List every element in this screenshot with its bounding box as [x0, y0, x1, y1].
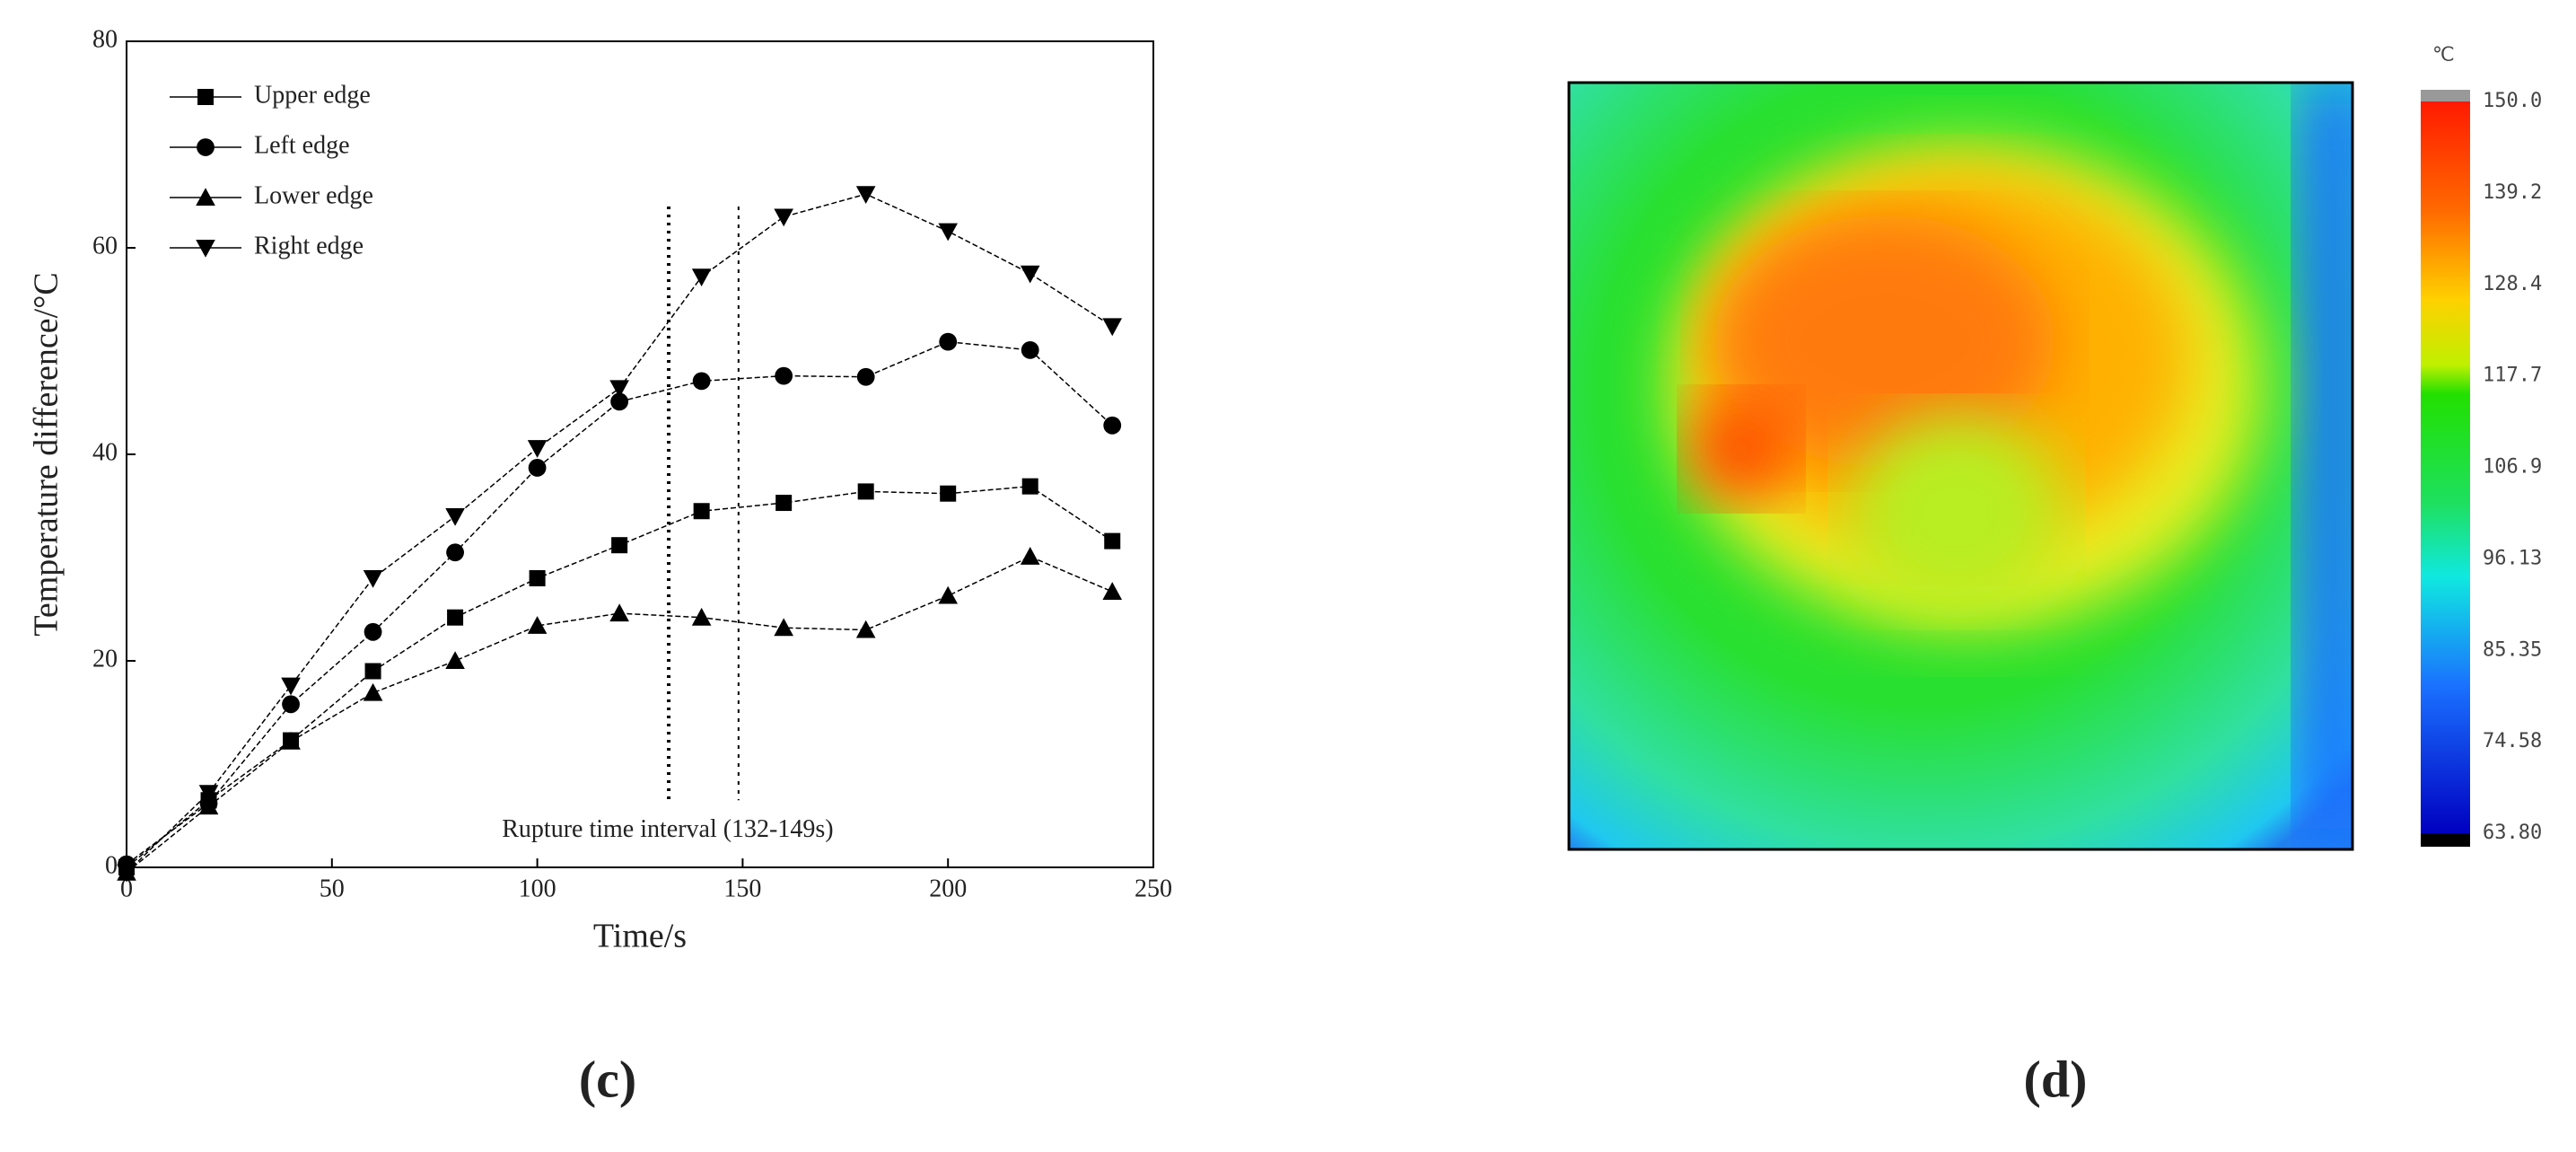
marker [445, 508, 465, 526]
marker [855, 186, 876, 204]
series-line [126, 193, 1113, 874]
legend-label: Lower edge [254, 181, 373, 209]
marker [1102, 582, 1123, 600]
marker [198, 785, 219, 803]
marker [198, 796, 219, 815]
marker [364, 622, 382, 641]
legend-marker [197, 138, 215, 156]
marker [363, 570, 383, 588]
x-tick-label: 150 [723, 875, 761, 902]
colorbar [2421, 101, 2470, 833]
series-line [126, 340, 1113, 866]
marker [529, 570, 546, 586]
marker [775, 366, 793, 385]
legend-marker [197, 89, 214, 105]
marker [774, 618, 793, 637]
marker [693, 503, 710, 520]
marker [692, 372, 711, 391]
y-tick-label: 80 [92, 25, 118, 53]
legend-label: Right edge [254, 232, 364, 259]
legend-label: Left edge [254, 131, 350, 159]
marker [282, 695, 300, 714]
marker [856, 367, 875, 386]
marker [363, 682, 383, 701]
marker [611, 537, 628, 554]
marker [281, 677, 301, 696]
legend-marker [196, 240, 215, 258]
x-axis-title: Time/s [593, 918, 687, 955]
marker [1021, 340, 1039, 359]
marker [609, 380, 629, 399]
x-tick-label: 250 [1135, 875, 1172, 902]
marker [527, 440, 548, 458]
marker [528, 459, 547, 477]
x-tick-label: 0 [120, 875, 133, 902]
marker [445, 651, 465, 669]
marker [1102, 318, 1123, 337]
marker [855, 620, 876, 638]
marker [609, 603, 629, 622]
marker [1103, 416, 1122, 435]
y-tick-label: 40 [92, 438, 118, 466]
thermal-image [1569, 83, 2353, 849]
colorbar-tick-label: 139.2 [2483, 181, 2542, 204]
marker [447, 609, 464, 626]
marker [939, 332, 958, 351]
marker [1021, 478, 1038, 495]
panel-label: (c) [579, 1050, 636, 1108]
colorbar-tick-label: 106.9 [2483, 456, 2542, 479]
y-tick-label: 60 [92, 232, 118, 259]
marker [775, 495, 793, 512]
x-tick-label: 50 [320, 875, 345, 902]
colorbar-tick-label: 85.35 [2483, 638, 2542, 661]
marker [446, 543, 464, 562]
marker [527, 616, 548, 634]
marker [281, 731, 301, 750]
colorbar-title: ℃ [2432, 44, 2455, 66]
marker [691, 607, 712, 626]
marker [1020, 265, 1040, 284]
legend-marker [196, 188, 215, 206]
colorbar-tick-label: 128.4 [2483, 273, 2542, 295]
legend-label: Upper edge [254, 81, 371, 109]
marker [938, 223, 958, 242]
marker [774, 208, 793, 227]
marker [938, 585, 958, 604]
y-tick-label: 20 [92, 645, 118, 673]
x-tick-label: 100 [519, 875, 556, 902]
annotation: Rupture time interval (132-149s) [502, 815, 833, 843]
panel-label: (d) [2024, 1050, 2088, 1108]
colorbar-tick-label: 117.7 [2483, 364, 2542, 386]
marker [1104, 532, 1121, 550]
marker [857, 483, 874, 500]
marker [940, 485, 957, 502]
colorbar-tick-label: 150.0 [2483, 90, 2542, 112]
marker [364, 663, 381, 680]
y-axis-title: Temperature difference/°C [28, 272, 66, 636]
colorbar-tick-label: 63.80 [2483, 822, 2542, 844]
y-tick-label: 0 [105, 851, 118, 879]
marker [117, 864, 136, 883]
marker [1020, 547, 1040, 565]
marker [691, 268, 712, 286]
colorbar-tick-label: 74.58 [2483, 730, 2542, 752]
colorbar-tick-label: 96.13 [2483, 547, 2542, 569]
marker [610, 392, 629, 411]
x-tick-label: 200 [929, 875, 967, 902]
